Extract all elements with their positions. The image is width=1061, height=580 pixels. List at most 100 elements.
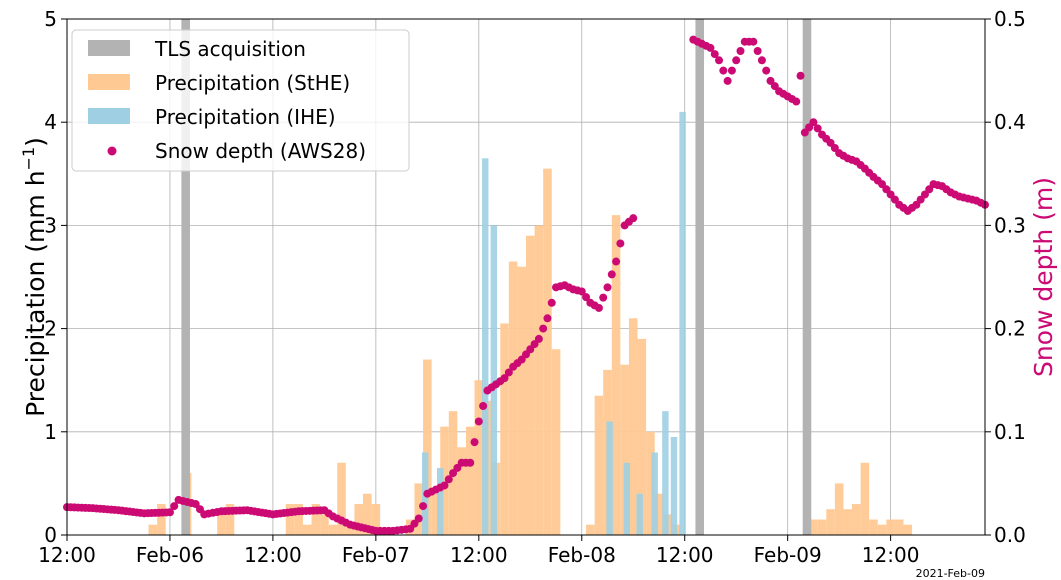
stHE-bar (654, 493, 664, 535)
stHE-bar (294, 504, 303, 535)
y-left-tick-label: 3 (44, 213, 57, 237)
snow-depth-point (539, 324, 548, 333)
legend-label-sthe: Precipitation (StHE) (155, 71, 350, 95)
iHE-bar (636, 493, 643, 535)
y-axis-right: 0.0 0.1 0.2 0.3 0.4 0.5 (985, 7, 1026, 547)
x-tick-label: Feb-08 (548, 543, 616, 567)
x-tick-label: Feb-09 (754, 543, 822, 567)
tls-bands (181, 19, 812, 535)
tls-band (695, 19, 705, 535)
iHE-bars (421, 111, 686, 535)
snow-depth-point (419, 502, 428, 511)
snow-depth-point (582, 293, 591, 302)
stHE-bar (508, 261, 518, 535)
y-axis-left: 0 1 2 3 4 5 (44, 7, 67, 547)
x-tick-label: 12:00 (450, 543, 508, 567)
stHE-bar (371, 504, 381, 535)
snow-depth-point (732, 56, 741, 65)
stHE-bar (860, 462, 870, 535)
stHE-bar (526, 235, 535, 535)
legend-swatch-tls (88, 40, 130, 56)
iHE-bar (623, 462, 631, 535)
snow-depth-points (63, 35, 989, 535)
y-left-tick-label: 1 (44, 420, 57, 444)
y-right-label: Snow depth (m) (1029, 177, 1058, 377)
stHE-bar (465, 426, 475, 535)
stHE-bar (217, 514, 226, 535)
iHE-bar (662, 411, 669, 535)
legend-swatch-sthe (88, 74, 130, 90)
snow-depth-point (599, 293, 608, 302)
snow-depth-point (543, 314, 552, 323)
stHE-bar (157, 504, 166, 535)
stHE-bar (148, 524, 158, 535)
y-right-tick-label: 0.0 (994, 523, 1026, 547)
stHE-bar (611, 215, 621, 535)
y-right-tick-label: 0.4 (994, 110, 1026, 134)
x-tick-label: Feb-06 (136, 543, 204, 567)
snow-depth-point (444, 475, 453, 484)
stHE-bar (500, 323, 509, 535)
plot-frame (66, 18, 986, 536)
snow-depth-point (603, 283, 612, 292)
stHE-bar (869, 519, 878, 535)
snow-depth-point (414, 514, 423, 523)
y-right-tick-label: 0.2 (994, 317, 1026, 341)
snow-depth-point (796, 71, 805, 80)
stHE-bar (886, 519, 895, 535)
snow-depth-point (710, 50, 719, 59)
stHE-bar (302, 524, 312, 535)
y-left-label: Precipitation (mm h−1) (19, 137, 50, 417)
snow-depth-point (170, 502, 179, 511)
legend: TLS acquisition Precipitation (StHE) Pre… (71, 29, 410, 172)
snow-depth-point (470, 438, 479, 447)
stHE-bar (517, 266, 526, 535)
legend-label-ihe: Precipitation (IHE) (155, 105, 336, 129)
stHE-bar (414, 483, 424, 535)
snow-depth-point (504, 368, 513, 377)
snow-depth-point (792, 97, 801, 106)
stHE-bar (474, 380, 484, 535)
stHE-bar (337, 462, 346, 535)
stHE-bar (551, 349, 561, 535)
x-offset-label: 2021-Feb-09 (916, 567, 985, 580)
stHE-bar (457, 447, 466, 535)
snow-depth-point (813, 124, 822, 133)
x-tick-label: Feb-07 (342, 543, 410, 567)
legend-swatch-ihe (88, 108, 130, 124)
stHE-bar (328, 524, 338, 535)
snow-depth-point (440, 481, 449, 490)
x-tick-label: 12:00 (38, 543, 96, 567)
y-right-tick-label: 0.5 (994, 7, 1026, 31)
x-tick-label: 12:00 (244, 543, 302, 567)
stHE-bar (852, 504, 861, 535)
snow-depth-point (466, 458, 475, 467)
stHE-bar (423, 359, 432, 535)
stHE-bar (586, 524, 595, 535)
stHE-bar (320, 514, 329, 535)
iHE-bar (490, 225, 498, 535)
tls-band (181, 19, 190, 535)
y-right-tick-label: 0.3 (994, 213, 1026, 237)
snow-depth-point (762, 66, 771, 75)
iHE-bar (482, 158, 489, 535)
snow-depth-point (612, 257, 621, 266)
legend-label-snow: Snow depth (AWS28) (155, 139, 366, 163)
stHE-bar (594, 395, 604, 535)
stHE-bar (817, 519, 827, 535)
stHE-bars (148, 168, 913, 535)
tls-band (802, 19, 812, 535)
x-tick-label: 12:00 (862, 543, 920, 567)
snow-depth-point (594, 303, 603, 312)
snow-depth-point (723, 76, 732, 85)
stHE-bar (311, 504, 321, 535)
stHE-bar (646, 431, 655, 535)
snow-depth-point (719, 66, 728, 75)
snow-depth-point (757, 56, 766, 65)
snow-depth-point (474, 417, 483, 426)
y-left-tick-label: 0 (44, 523, 57, 547)
iHE-bar (606, 421, 613, 535)
snow-depth-point (706, 43, 715, 52)
stHE-bar (431, 493, 441, 535)
